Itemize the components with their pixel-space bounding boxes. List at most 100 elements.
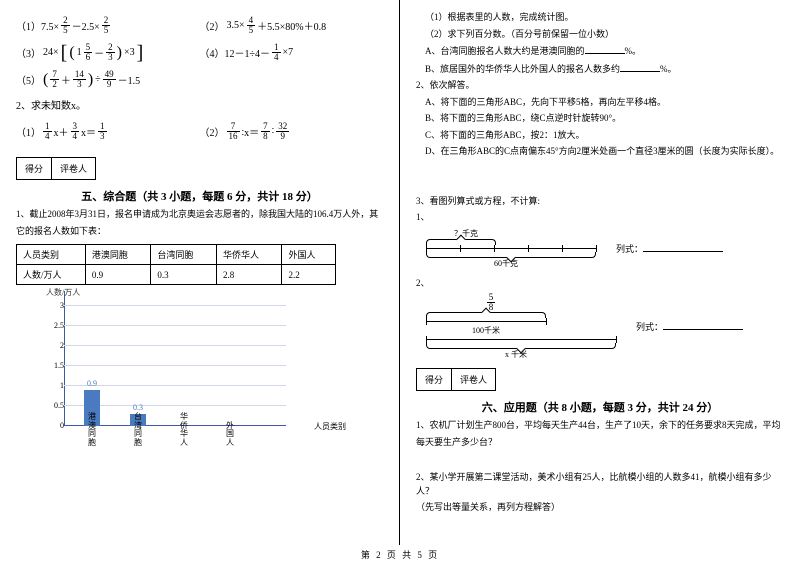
div: ÷: [95, 74, 101, 85]
p5-1b: 它的报名人数如下表：: [16, 225, 383, 239]
frac-2-3: 23: [106, 43, 115, 62]
q2-row: （1） 14 x＋ 34 x＝ 13 （2） 716 ∶x＝ 78 ∶ 329: [16, 122, 383, 141]
r4: B、旅居国外的华侨华人比外国人的报名人数多约%。: [416, 62, 784, 77]
cat-2: 台湾同胞: [130, 413, 146, 448]
r2: （2）求下列百分数。（百分号前保留一位小数）: [416, 28, 784, 42]
tick-25: 2.5: [40, 321, 64, 330]
d2-label: 列式：: [636, 320, 743, 333]
th2: 港澳同胞: [85, 245, 151, 265]
table-row: 人员类别 港澳同胞 台湾同胞 华侨华人 外国人: [17, 245, 336, 265]
th4: 华侨华人: [216, 245, 282, 265]
frac-4-5: 45: [247, 16, 256, 35]
eq5-tail: －1.5: [118, 72, 141, 87]
p6-2b: （先写出等量关系，再列方程解答）: [416, 501, 784, 515]
eq2-prefix: （2）: [200, 18, 225, 33]
x-axis-label: 人员类别: [314, 421, 346, 432]
frac-7-2: 72: [50, 70, 59, 89]
seg-line-1: [426, 248, 596, 249]
frac-5-6: 56: [84, 43, 93, 62]
tick-05: 0.5: [40, 401, 64, 410]
eq2-b: ＋5.5×80%＋0.8: [257, 18, 326, 33]
eq-row-3: （5） ( 72 ＋ 143 ) ÷ 499 －1.5: [16, 70, 383, 89]
brace-down2-icon: [426, 343, 616, 349]
blank-3[interactable]: [643, 242, 723, 252]
rq2d: D、在三角形ABC的C点南偏东45°方向2厘米处画一个直径3厘米的圆（长度为实际…: [416, 145, 784, 159]
rq2c: C、将下面的三角形ABC，按2：1放大。: [416, 129, 784, 143]
data-table: 人员类别 港澳同胞 台湾同胞 华侨华人 外国人 人数/万人 0.9 0.3 2.…: [16, 244, 336, 285]
frac-7-8: 78: [261, 122, 270, 141]
q2-2-mid: ∶x＝: [242, 124, 260, 139]
th3: 台湾同胞: [151, 245, 217, 265]
page: （1）7.5× 25 －2.5× 25 （2） 3.5× 45 ＋5.5×80%…: [0, 0, 800, 545]
eq3-times3: ×3: [124, 47, 135, 58]
rq2-title: 2、依次解答。: [416, 79, 784, 93]
tick-3: 3: [40, 301, 64, 310]
grader-label-6: 评卷人: [452, 369, 495, 390]
d1-top: ？千克: [436, 228, 496, 239]
brace-up2-icon: [426, 312, 546, 318]
p6-1a: 1、农机厂计划生产800台，平均每天生产44台，生产了10天，余下的任务要求8天…: [416, 419, 784, 433]
minus: －: [94, 45, 104, 60]
th1: 人员类别: [17, 245, 86, 265]
page-footer: 第 2 页 共 5 页: [0, 548, 800, 561]
v1: 0.9: [85, 265, 151, 285]
p6-2a: 2、某小学开展第二课堂活动，美术小组有25人，比航模小组的人数多41，航模小组有…: [416, 471, 784, 498]
frac-1-3: 13: [98, 122, 107, 141]
r1: （1）根据表里的人数，完成统计图。: [416, 11, 784, 25]
eq4-b: ×7: [283, 47, 294, 58]
eq5-prefix: （5）: [16, 72, 41, 87]
section-5-title: 五、综合题（共 3 小题，每题 6 分，共计 18 分）: [16, 188, 383, 204]
p5-1a: 1、截止2008年3月31日，报名申请成为北京奥运会志愿者的，除我国大陆的106…: [16, 208, 383, 222]
frac-2-5a: 25: [61, 16, 70, 35]
eq-row-1: （1）7.5× 25 －2.5× 25 （2） 3.5× 45 ＋5.5×80%…: [16, 16, 383, 35]
r1: 人数/万人: [17, 265, 86, 285]
q2-2-prefix: （2）: [200, 124, 225, 139]
eq3-inner: 1: [77, 47, 82, 58]
rq3-2: 2、: [416, 277, 784, 291]
frac-1-4a: 14: [272, 43, 281, 62]
blank-1[interactable]: [585, 44, 625, 54]
tick-15: 1.5: [40, 361, 64, 370]
score-label: 得分: [17, 158, 52, 179]
eq-row-2: （3） 24× [ ( 1 56 － 23 ) ×3 ] （4）12－1÷4－ …: [16, 43, 383, 62]
eq1-mid: －2.5×: [72, 18, 100, 33]
bar-2-label: 0.3: [128, 403, 148, 412]
eq3-a: 24×: [43, 47, 59, 58]
q2-title: 2、求未知数x。: [16, 99, 383, 114]
left-column: （1）7.5× 25 －2.5× 25 （2） 3.5× 45 ＋5.5×80%…: [0, 0, 400, 545]
table-row: 人数/万人 0.9 0.3 2.8 2.2: [17, 265, 336, 285]
seg-line-2b: [426, 339, 616, 340]
bar-1-label: 0.9: [82, 379, 102, 388]
diagram-2: 58 100千米 x 千米 列式：: [416, 293, 784, 360]
blank-4[interactable]: [663, 320, 743, 330]
rq3-1: 1、: [416, 211, 784, 225]
q2-1-prefix: （1）: [16, 124, 41, 139]
grader-label: 评卷人: [52, 158, 95, 179]
frac-1-4b: 14: [43, 122, 52, 141]
right-column: （1）根据表里的人数，完成统计图。 （2）求下列百分数。（百分号前保留一位小数）…: [400, 0, 800, 545]
q2-2-colon: ∶: [272, 126, 275, 137]
score-label-6: 得分: [417, 369, 452, 390]
diagram-1: ？千克 60千克 列式：: [416, 228, 784, 269]
d1-label: 列式：: [616, 242, 723, 255]
q2-1-eq: x＋: [54, 124, 69, 139]
blank-2[interactable]: [620, 62, 660, 72]
section-6-title: 六、应用题（共 8 小题，每题 3 分，共计 24 分）: [416, 399, 784, 415]
eq2-a: 3.5×: [227, 20, 245, 31]
plus: ＋: [61, 72, 71, 87]
eq4: （4）12－1÷4－: [200, 45, 271, 60]
rq3-title: 3、看图列算式或方程，不计算:: [416, 195, 784, 209]
cat-1: 港澳同胞: [84, 413, 100, 448]
frac-14-3: 143: [73, 70, 86, 89]
d2-mid: 100千米: [426, 325, 546, 336]
q2-1-mid: x＝: [81, 124, 96, 139]
v3: 2.8: [216, 265, 282, 285]
cat-3: 华侨华人: [176, 413, 192, 448]
tick-2: 2: [40, 341, 64, 350]
frac-49-9: 499: [103, 70, 116, 89]
frac-7-16: 716: [227, 122, 240, 141]
frac-32-9: 329: [276, 122, 289, 141]
eq3-prefix: （3）: [16, 45, 41, 60]
tick-0: 0: [40, 421, 64, 430]
r3: A、台湾同胞报名人数大约是港澳同胞的%。: [416, 44, 784, 59]
